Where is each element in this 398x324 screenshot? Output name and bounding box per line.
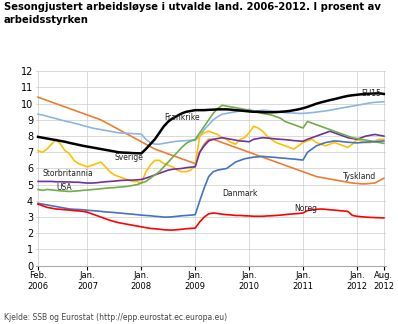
Text: EU15: EU15	[361, 89, 381, 98]
Text: USA: USA	[56, 183, 72, 192]
Text: Tyskland: Tyskland	[343, 172, 377, 181]
Text: Noreg: Noreg	[294, 204, 317, 214]
Text: Sverige: Sverige	[114, 153, 143, 162]
Text: Frankrike: Frankrike	[164, 113, 199, 122]
Text: Kjelde: SSB og Eurostat (http://epp.eurostat.ec.europa.eu): Kjelde: SSB og Eurostat (http://epp.euro…	[4, 313, 227, 322]
Text: arbeidsstyrken: arbeidsstyrken	[4, 15, 89, 25]
Text: Storbritannia: Storbritannia	[43, 169, 93, 178]
Text: Sesongjustert arbeidsløyse i utvalde land. 2006-2012. I prosent av: Sesongjustert arbeidsløyse i utvalde lan…	[4, 2, 381, 12]
Text: Danmark: Danmark	[222, 189, 258, 198]
